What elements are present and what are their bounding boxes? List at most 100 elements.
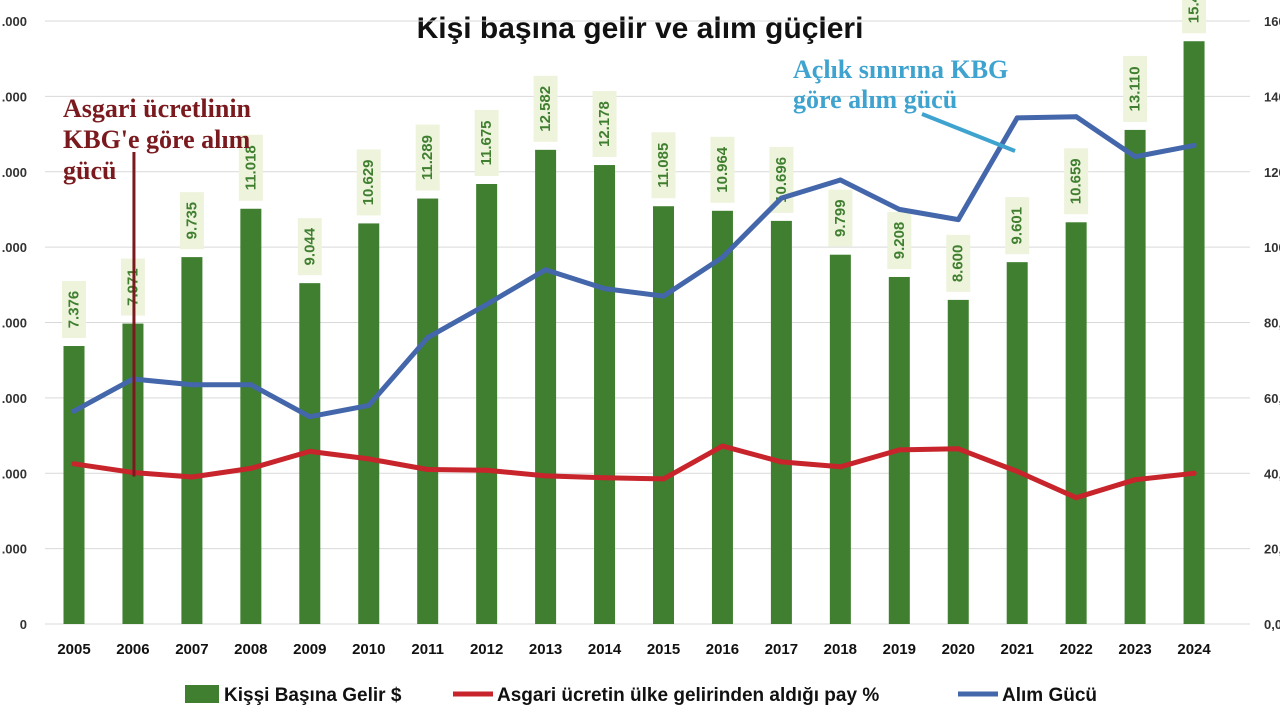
right-tick-label: 20,	[1264, 542, 1280, 557]
x-tick-label: 2012	[470, 641, 503, 658]
right-tick-label: 160	[1264, 14, 1280, 29]
bar-value-label: 11.018	[242, 145, 259, 190]
line-point	[189, 382, 195, 388]
annotation-purchasing-power-text: göre alım gücü	[793, 85, 957, 114]
bar-value-label: 7.376	[66, 291, 83, 329]
bar-value-label: 11.085	[655, 143, 672, 188]
line-point	[955, 446, 961, 452]
income-bar	[358, 223, 380, 624]
line-point	[248, 465, 254, 471]
line-point	[661, 293, 666, 299]
annotation-pointer-line	[921, 112, 1016, 153]
x-tick-label: 2015	[647, 641, 680, 658]
value-label-box	[238, 134, 263, 201]
value-label-box	[710, 136, 735, 203]
income-bar	[770, 220, 792, 624]
right-tick-label: 100	[1264, 240, 1280, 255]
value-label-box	[1064, 148, 1089, 215]
income-bar	[1124, 129, 1146, 624]
bar-value-label: 12.178	[596, 101, 613, 147]
line-point	[955, 217, 961, 223]
x-tick-label: 2023	[1118, 641, 1151, 658]
line-point	[837, 177, 843, 183]
x-tick-label: 2014	[588, 641, 622, 658]
line-point	[307, 414, 313, 420]
bar-value-label: 15.463	[1186, 0, 1203, 23]
line-point	[248, 382, 254, 388]
line-point	[602, 286, 608, 292]
value-label-box	[651, 132, 676, 199]
bar-value-label: 10.629	[360, 159, 377, 205]
left-tick-label: .000	[2, 316, 27, 331]
line-point	[719, 254, 725, 260]
income-bar	[476, 183, 498, 624]
x-tick-label: 2017	[765, 641, 798, 658]
purchasing-power-line	[71, 114, 1197, 420]
x-tick-label: 2006	[116, 641, 149, 658]
bar-value-label: 12.582	[537, 86, 554, 132]
value-label-box	[592, 91, 617, 158]
annotation-purchasing-power-text: Açlık sınırına KBG	[793, 55, 1008, 84]
chart-title: Kişi başına gelir ve alım güçleri	[417, 12, 864, 45]
x-tick-label: 2008	[234, 641, 267, 658]
line-point	[189, 474, 195, 480]
x-tick-label: 2016	[706, 641, 739, 658]
income-bar	[1065, 222, 1087, 624]
line-point	[366, 402, 372, 408]
right-tick-label: 140	[1264, 89, 1280, 104]
bar-value-label: 9.799	[832, 199, 849, 237]
income-bar	[1006, 262, 1028, 624]
line-point	[661, 476, 666, 482]
left-tick-label: .000	[2, 466, 27, 481]
x-tick-label: 2010	[352, 641, 385, 658]
legend-purchasing-power-label: Alım Gücü	[1002, 685, 1097, 706]
income-bar	[417, 198, 439, 624]
left-tick-label: 0	[20, 617, 27, 632]
annotation-min-wage-text: KBG'e göre alım	[63, 125, 251, 154]
x-tick-label: 2013	[529, 641, 562, 658]
left-tick-label: .000	[2, 14, 27, 29]
x-tick-label: 2024	[1177, 641, 1211, 658]
right-tick-label: 40,	[1264, 466, 1280, 481]
line-point	[719, 443, 725, 449]
line-point	[1191, 142, 1197, 148]
bar-value-label: 11.289	[419, 135, 436, 180]
left-tick-label: .000	[2, 391, 27, 406]
right-axis-ticks: 0,0 20, 40, 60, 80, 100 120 140 160	[1264, 14, 1280, 632]
minimum-wage-share-line	[71, 443, 1197, 501]
income-bar	[653, 206, 674, 624]
right-tick-label: 60,	[1264, 391, 1280, 406]
left-tick-label: .000	[2, 240, 27, 255]
line-point	[837, 464, 843, 470]
value-label-box	[297, 218, 322, 276]
line-point	[484, 301, 490, 307]
income-bar	[829, 254, 851, 624]
line-point	[1132, 477, 1138, 483]
income-bar	[947, 299, 969, 624]
line-point	[425, 466, 431, 472]
line-point	[1014, 468, 1020, 474]
income-bar	[594, 165, 616, 624]
income-bar	[535, 149, 557, 625]
income-bar	[240, 208, 262, 624]
income-bars: 7.3767.9719.73511.0189.04410.62911.28911…	[62, 0, 1207, 625]
line-point	[1073, 495, 1079, 501]
left-tick-label: .000	[2, 542, 27, 557]
line-point	[1191, 470, 1197, 476]
legend-bar-label: Kişşi Başına Gelir $	[224, 685, 402, 706]
bar-value-label: 9.044	[301, 227, 318, 265]
bar-value-label: 9.601	[1009, 207, 1026, 245]
right-tick-label: 0,0	[1264, 617, 1280, 632]
x-tick-label: 2007	[175, 641, 208, 658]
left-tick-label: .000	[2, 89, 27, 104]
x-tick-label: 2005	[57, 641, 90, 658]
legend-bar-swatch	[185, 685, 219, 703]
right-tick-label: 120	[1264, 165, 1280, 180]
annotation-min-wage-text: gücü	[63, 156, 116, 185]
income-bar	[1183, 41, 1205, 625]
value-label-box	[356, 149, 381, 216]
value-label-box	[1182, 0, 1207, 34]
x-tick-label: 2011	[411, 641, 444, 658]
